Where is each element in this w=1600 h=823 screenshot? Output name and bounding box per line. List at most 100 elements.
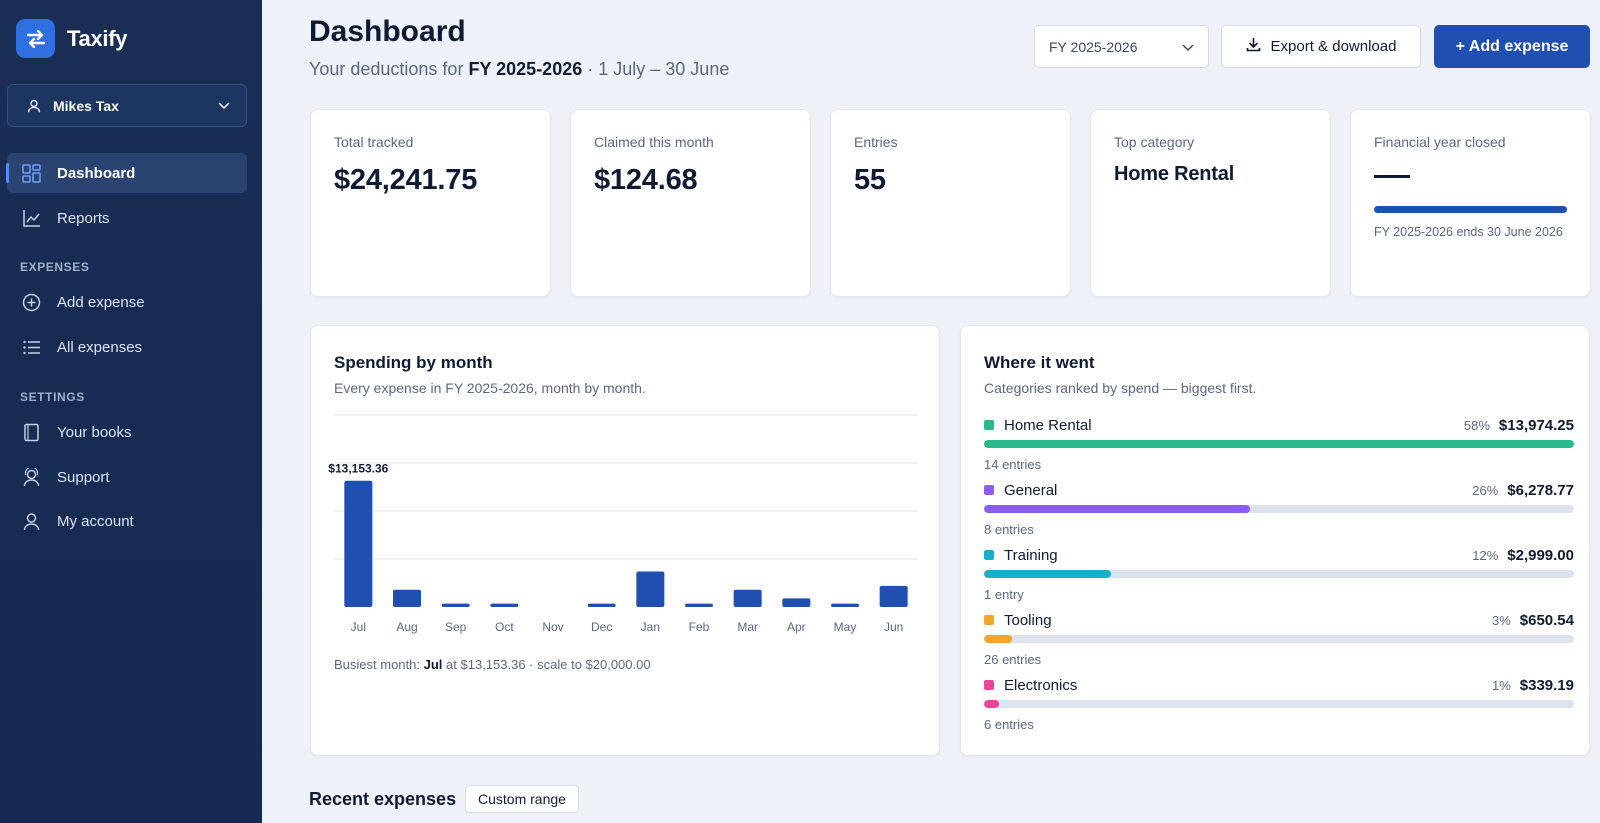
category-color-dot <box>984 550 994 560</box>
category-home-rental[interactable]: Home Rental 58% $13,974.25 14 entries <box>984 415 1574 472</box>
kpi-claimed-value: $124.68 <box>594 164 698 196</box>
page-title: Dashboard <box>309 15 466 48</box>
categories-subtitle: Categories ranked by spend — biggest fir… <box>984 380 1257 396</box>
account-name: Mikes Tax <box>53 97 119 114</box>
nav-add-expense-label: Add expense <box>57 293 145 311</box>
category-row: General 26% $6,278.77 <box>984 480 1574 500</box>
fy-selector[interactable]: FY 2025-2026 <box>1034 25 1209 68</box>
category-row: Home Rental 58% $13,974.25 <box>984 415 1574 435</box>
category-color-dot <box>984 680 994 690</box>
kpi-entries-value: 55 <box>854 164 886 196</box>
category-entries: 6 entries <box>984 717 1034 732</box>
export-download-button[interactable]: Export & download <box>1221 25 1421 68</box>
bar-aug[interactable] <box>393 589 421 607</box>
kpi-top-label: Top category <box>1114 134 1195 150</box>
footnote-month: Jul <box>423 657 443 672</box>
list-icon <box>22 338 41 357</box>
kpi-top-value: Home Rental <box>1114 163 1235 185</box>
where-it-went-panel: Where it went Categories ranked by spend… <box>960 325 1590 756</box>
bar-mar[interactable] <box>733 589 762 607</box>
bar-dec[interactable] <box>587 603 616 607</box>
category-row: Tooling 3% $650.54 <box>984 610 1574 630</box>
account-selector[interactable]: Mikes Tax <box>7 84 247 127</box>
x-tick-jan: Jan <box>641 620 660 634</box>
bar-may[interactable] <box>831 603 859 607</box>
chevron-down-icon <box>1182 39 1194 55</box>
swap-arrows-icon <box>16 19 55 58</box>
category-bar-track <box>984 440 1574 448</box>
kpi-fy-progress-bar <box>1374 206 1567 213</box>
brand[interactable]: Taxify <box>16 19 127 58</box>
bar-sep[interactable] <box>441 603 470 607</box>
category-amount: $339.19 <box>1519 676 1574 694</box>
bar-jan[interactable] <box>636 571 665 607</box>
peak-data-label: $13,153.36 <box>328 462 388 476</box>
kpi-total-value: $24,241.75 <box>334 164 478 196</box>
nav-your-books[interactable]: Your books <box>7 412 247 452</box>
nav-my-account[interactable]: My account <box>7 501 247 541</box>
export-download-label: Export & download <box>1270 38 1397 55</box>
nav-support[interactable]: Support <box>7 457 247 497</box>
kpi-fy-closed: Financial year closed FY 2025-2026 ends … <box>1350 109 1591 297</box>
subtitle-fy: FY 2025-2026 <box>468 59 583 79</box>
bar-apr[interactable] <box>782 598 811 607</box>
category-name: General <box>1004 481 1058 499</box>
page-subtitle: Your deductions for FY 2025-2026 · 1 Jul… <box>309 59 729 80</box>
x-tick-sep: Sep <box>445 620 467 634</box>
x-tick-oct: Oct <box>495 620 514 634</box>
bar-jun[interactable] <box>879 585 908 607</box>
category-entries: 26 entries <box>984 652 1042 667</box>
category-row: Training 12% $2,999.00 <box>984 545 1574 565</box>
category-percent: 26% <box>1472 482 1499 498</box>
bar-oct[interactable] <box>490 603 519 607</box>
custom-range-button[interactable]: Custom range <box>465 785 579 813</box>
headset-user-icon <box>22 467 41 487</box>
category-percent: 1% <box>1491 677 1511 693</box>
kpi-top-category: Top category Home Rental <box>1090 109 1331 297</box>
nav-support-label: Support <box>57 468 110 486</box>
subtitle-suffix: · 1 July – 30 June <box>587 59 730 79</box>
nav-your-books-label: Your books <box>57 423 132 441</box>
kpi-fy-label: Financial year closed <box>1374 134 1506 150</box>
nav-reports-label: Reports <box>57 209 110 227</box>
nav-reports[interactable]: Reports <box>7 198 247 238</box>
add-expense-button[interactable]: + Add expense <box>1434 25 1590 68</box>
user-icon <box>22 512 41 531</box>
x-tick-may: May <box>834 620 857 634</box>
x-tick-aug: Aug <box>396 620 417 634</box>
category-color-dot <box>984 615 994 625</box>
kpi-total-label: Total tracked <box>334 134 414 150</box>
category-entries: 8 entries <box>984 522 1034 537</box>
category-name: Training <box>1004 546 1058 564</box>
category-general[interactable]: General 26% $6,278.77 8 entries <box>984 480 1574 537</box>
nav-my-account-label: My account <box>57 512 134 530</box>
nav-add-expense[interactable]: Add expense <box>7 282 247 322</box>
category-tooling[interactable]: Tooling 3% $650.54 26 entries <box>984 610 1574 667</box>
footnote-suffix: at $13,153.36 · scale to $20,000.00 <box>446 657 651 672</box>
spending-bar-chart: Jul Aug Sep Oct Nov Dec Jan Feb Mar Apr May Jun $13,… <box>328 414 918 634</box>
line-chart-icon <box>22 209 41 228</box>
category-training[interactable]: Training 12% $2,999.00 1 entry <box>984 545 1574 602</box>
category-entries: 1 entry <box>984 587 1024 602</box>
sidebar: Taxify Mikes Tax Dashboard Reports EXPEN… <box>0 0 262 823</box>
bar-jul[interactable] <box>344 480 373 607</box>
nav-section-settings: SETTINGS <box>20 390 85 404</box>
x-tick-mar: Mar <box>737 620 758 634</box>
kpi-entries: Entries 55 <box>830 109 1071 297</box>
nav-dashboard[interactable]: Dashboard <box>6 153 247 193</box>
nav-all-expenses[interactable]: All expenses <box>7 327 247 367</box>
kpi-total-tracked: Total tracked $24,241.75 <box>310 109 551 297</box>
spending-by-month-panel: Spending by month Every expense in FY 20… <box>310 325 940 756</box>
x-tick-jun: Jun <box>884 620 903 634</box>
category-amount: $13,974.25 <box>1498 416 1574 434</box>
user-icon <box>24 96 43 115</box>
plus-circle-icon <box>22 293 41 312</box>
kpi-claimed-label: Claimed this month <box>594 134 714 150</box>
x-tick-apr: Apr <box>787 620 806 634</box>
bar-feb[interactable] <box>685 603 713 607</box>
recent-expenses-title: Recent expenses <box>309 789 457 809</box>
category-bar-track <box>984 570 1574 578</box>
category-bar-track <box>984 635 1574 643</box>
category-electronics[interactable]: Electronics 1% $339.19 6 entries <box>984 675 1574 732</box>
category-row: Electronics 1% $339.19 <box>984 675 1574 695</box>
